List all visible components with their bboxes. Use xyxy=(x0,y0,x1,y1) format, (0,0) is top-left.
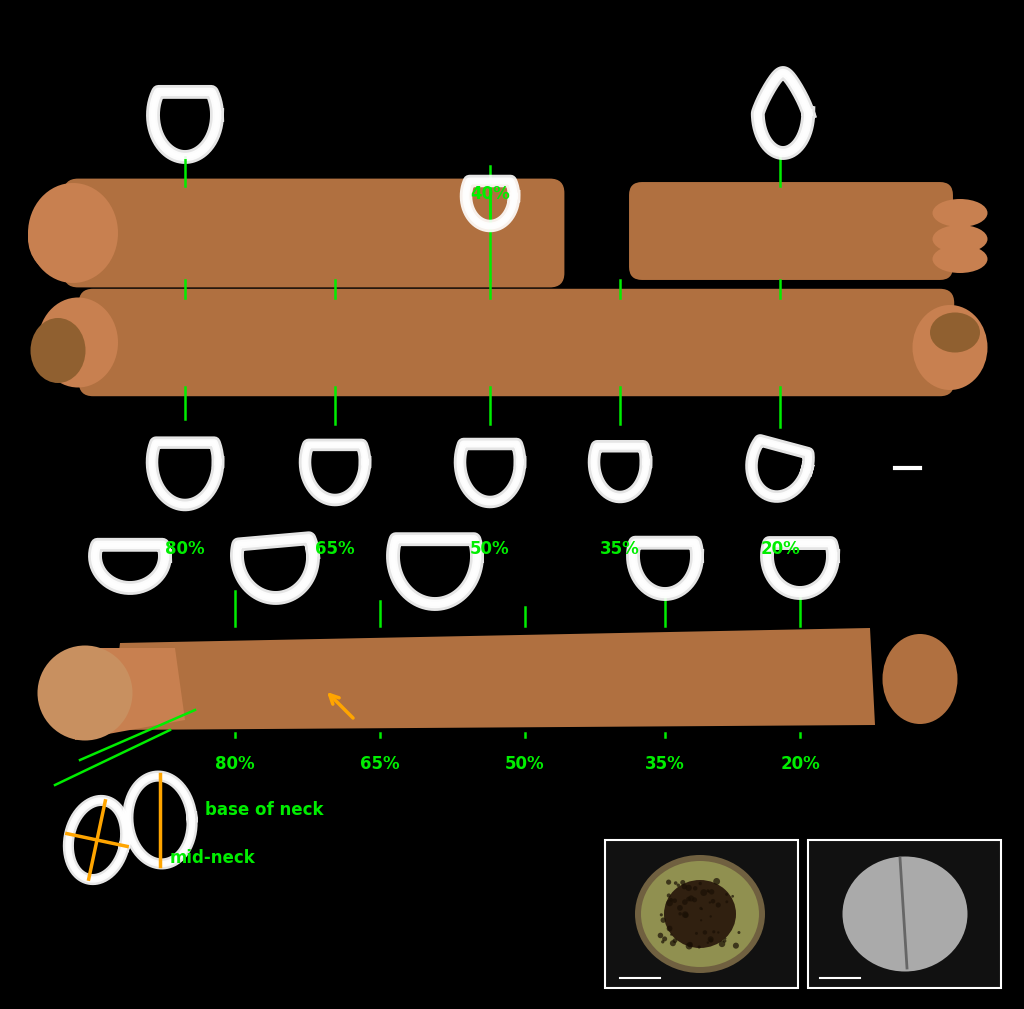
Ellipse shape xyxy=(712,930,716,933)
Polygon shape xyxy=(110,628,874,730)
FancyBboxPatch shape xyxy=(629,182,953,279)
Ellipse shape xyxy=(673,938,677,943)
FancyBboxPatch shape xyxy=(63,179,564,288)
Ellipse shape xyxy=(698,882,701,885)
Ellipse shape xyxy=(702,930,708,934)
Ellipse shape xyxy=(682,884,687,889)
FancyBboxPatch shape xyxy=(605,840,798,988)
Ellipse shape xyxy=(733,942,739,948)
Ellipse shape xyxy=(693,886,697,891)
Text: 40%: 40% xyxy=(470,185,510,203)
Text: base of neck: base of neck xyxy=(205,801,324,819)
Ellipse shape xyxy=(670,898,673,902)
Ellipse shape xyxy=(635,855,765,973)
Ellipse shape xyxy=(682,899,688,905)
Ellipse shape xyxy=(692,897,697,902)
Ellipse shape xyxy=(667,893,671,898)
Ellipse shape xyxy=(686,897,691,901)
Ellipse shape xyxy=(697,945,700,948)
Ellipse shape xyxy=(725,900,728,903)
Ellipse shape xyxy=(709,889,715,895)
FancyBboxPatch shape xyxy=(808,840,1001,988)
Ellipse shape xyxy=(687,941,693,947)
Ellipse shape xyxy=(683,912,688,918)
Ellipse shape xyxy=(708,936,714,942)
Polygon shape xyxy=(75,648,185,740)
Ellipse shape xyxy=(38,646,132,741)
Ellipse shape xyxy=(709,901,711,904)
Ellipse shape xyxy=(686,942,692,949)
Ellipse shape xyxy=(689,942,692,945)
Ellipse shape xyxy=(711,899,716,903)
Ellipse shape xyxy=(716,902,721,907)
Ellipse shape xyxy=(843,857,968,972)
Text: 20%: 20% xyxy=(760,540,800,558)
Ellipse shape xyxy=(912,305,987,390)
Ellipse shape xyxy=(930,313,980,352)
Ellipse shape xyxy=(674,881,678,885)
Ellipse shape xyxy=(723,939,726,942)
Ellipse shape xyxy=(682,911,688,918)
Ellipse shape xyxy=(670,933,673,935)
Text: mid-neck: mid-neck xyxy=(170,849,256,867)
Ellipse shape xyxy=(707,941,709,943)
Ellipse shape xyxy=(677,884,680,887)
Ellipse shape xyxy=(699,907,702,910)
Text: 35%: 35% xyxy=(600,540,640,558)
Ellipse shape xyxy=(933,245,987,273)
Ellipse shape xyxy=(680,880,685,885)
Text: 80%: 80% xyxy=(215,755,255,773)
Ellipse shape xyxy=(719,940,725,947)
Ellipse shape xyxy=(731,895,734,898)
Ellipse shape xyxy=(38,298,118,387)
Ellipse shape xyxy=(933,199,987,227)
Text: 80%: 80% xyxy=(165,540,205,558)
Ellipse shape xyxy=(724,937,726,939)
Ellipse shape xyxy=(28,203,88,273)
Ellipse shape xyxy=(31,318,85,383)
Ellipse shape xyxy=(714,878,720,885)
Ellipse shape xyxy=(707,889,710,892)
Ellipse shape xyxy=(677,905,683,911)
Text: 50%: 50% xyxy=(505,755,545,773)
Ellipse shape xyxy=(725,893,728,896)
Text: 50%: 50% xyxy=(470,540,510,558)
Text: 65%: 65% xyxy=(360,755,399,773)
Ellipse shape xyxy=(700,889,708,896)
Ellipse shape xyxy=(700,908,702,910)
FancyBboxPatch shape xyxy=(79,289,954,397)
Ellipse shape xyxy=(667,925,673,931)
Ellipse shape xyxy=(662,940,665,943)
Ellipse shape xyxy=(709,938,713,942)
Ellipse shape xyxy=(717,931,720,933)
Text: 65%: 65% xyxy=(315,540,354,558)
Ellipse shape xyxy=(708,890,710,893)
Ellipse shape xyxy=(673,898,677,903)
Ellipse shape xyxy=(678,912,682,915)
Ellipse shape xyxy=(660,917,666,923)
Ellipse shape xyxy=(670,940,676,946)
Ellipse shape xyxy=(700,919,702,921)
Ellipse shape xyxy=(933,225,987,253)
Ellipse shape xyxy=(663,936,668,941)
Ellipse shape xyxy=(666,880,671,885)
Ellipse shape xyxy=(695,932,698,935)
Ellipse shape xyxy=(685,885,692,891)
Ellipse shape xyxy=(688,895,694,901)
Text: 20%: 20% xyxy=(780,755,820,773)
Ellipse shape xyxy=(667,900,673,906)
Ellipse shape xyxy=(664,880,736,948)
Text: 35%: 35% xyxy=(645,755,685,773)
Ellipse shape xyxy=(883,634,957,724)
Ellipse shape xyxy=(737,931,740,934)
Ellipse shape xyxy=(641,861,759,967)
Ellipse shape xyxy=(659,913,663,916)
Ellipse shape xyxy=(657,932,664,938)
Ellipse shape xyxy=(28,183,118,283)
Ellipse shape xyxy=(710,915,712,917)
